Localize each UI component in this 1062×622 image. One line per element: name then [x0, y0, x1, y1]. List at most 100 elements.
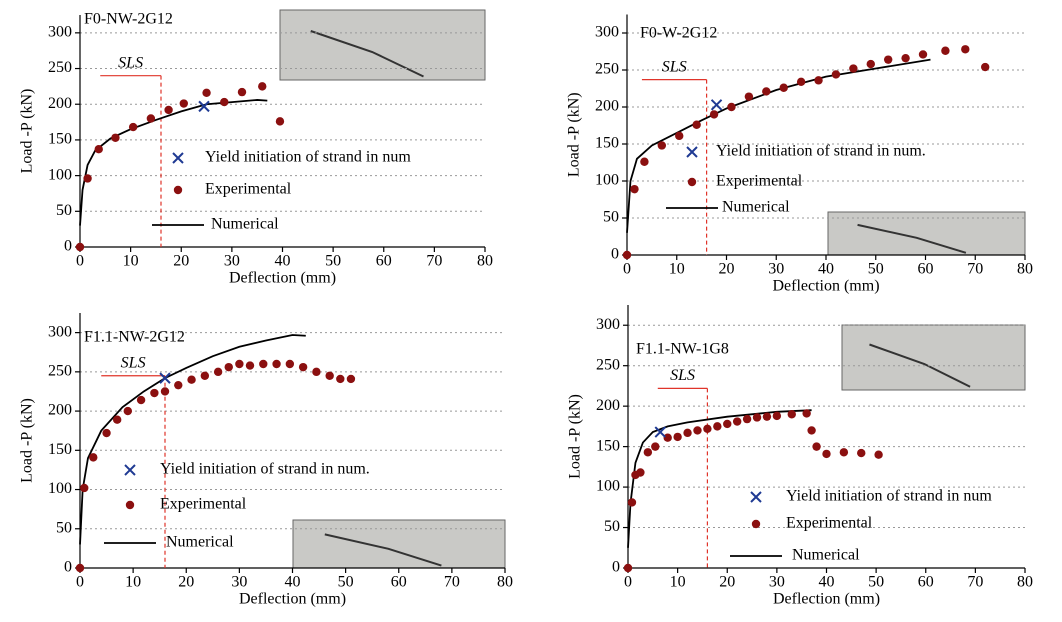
x-tick-label: 40 — [818, 261, 834, 278]
experimental-point — [285, 359, 295, 369]
experimental-point — [812, 442, 821, 451]
x-tick-label: 80 — [477, 253, 493, 270]
y-tick-label: 0 — [612, 559, 620, 576]
experimental-point — [259, 359, 268, 369]
y-tick-label: 50 — [56, 519, 72, 536]
experimental-point — [849, 64, 858, 73]
experimental-point — [657, 141, 667, 150]
experimental-point — [179, 99, 188, 108]
photo-inset — [279, 9, 486, 81]
legend-label: Numerical — [211, 216, 279, 233]
x-tick-label: 30 — [769, 574, 785, 591]
experimental-point — [623, 563, 633, 573]
legend-dot — [173, 185, 183, 195]
experimental-point — [75, 563, 85, 573]
x-tick-label: 50 — [338, 574, 354, 591]
experimental-point — [213, 367, 223, 377]
experimental-point — [346, 374, 356, 384]
experimental-point — [325, 371, 334, 380]
photo-crack — [324, 533, 442, 567]
legend-cross — [686, 146, 698, 158]
experimental-point — [123, 406, 133, 416]
x-tick-label: 30 — [224, 253, 240, 270]
y-tick-label: 0 — [64, 238, 72, 255]
sls-label: SLS — [121, 354, 146, 371]
legend-label: Numerical — [166, 534, 234, 551]
experimental-point — [312, 367, 321, 377]
x-tick-label: 10 — [669, 261, 685, 278]
experimental-point — [683, 428, 692, 438]
numerical-line — [626, 58, 931, 233]
x-tick-label: 30 — [231, 574, 247, 591]
experimental-point — [787, 410, 796, 419]
experimental-point — [727, 102, 736, 112]
y-axis-label: Load -P (kN) — [19, 398, 36, 483]
legend-cross — [172, 152, 184, 164]
x-tick-label: 40 — [819, 574, 835, 591]
experimental-point — [772, 411, 782, 421]
yield-marker — [710, 99, 723, 111]
experimental-point — [272, 359, 281, 369]
experimental-point — [918, 50, 928, 59]
legend-dot — [125, 500, 135, 510]
experimental-point — [901, 53, 910, 63]
experimental-point — [643, 448, 653, 457]
experimental-point — [237, 87, 247, 97]
x-tick-label: 80 — [497, 574, 513, 591]
x-tick-label: 0 — [76, 574, 84, 591]
legend-label: Yield initiation of strand in num — [205, 149, 411, 166]
x-tick-label: 40 — [275, 253, 291, 270]
x-tick-label: 60 — [918, 261, 934, 278]
y-tick-label: 100 — [48, 480, 72, 497]
x-tick-label: 20 — [173, 253, 189, 270]
experimental-point — [111, 133, 120, 142]
y-tick-label: 150 — [48, 131, 72, 148]
experimental-point — [298, 362, 308, 372]
y-tick-label: 50 — [604, 518, 620, 535]
experimental-point — [675, 131, 684, 141]
experimental-point — [128, 122, 138, 132]
x-tick-label: 0 — [76, 253, 84, 270]
experimental-point — [636, 468, 645, 477]
experimental-point — [814, 76, 823, 85]
photo-inset — [292, 519, 506, 569]
photo-inset — [827, 211, 1026, 256]
y-axis-label: Load -P (kN) — [19, 89, 36, 174]
y-tick-label: 200 — [48, 402, 72, 419]
y-tick-label: 100 — [595, 172, 619, 189]
y-tick-label: 300 — [48, 323, 72, 340]
x-tick-label: 80 — [1017, 261, 1033, 278]
x-tick-label: 20 — [719, 261, 735, 278]
legend-label: Yield initiation of strand in num. — [160, 461, 370, 478]
x-tick-label: 20 — [719, 574, 735, 591]
experimental-point — [102, 428, 111, 438]
sls-label: SLS — [118, 54, 143, 71]
photo-crack — [857, 223, 967, 254]
experimental-point — [802, 409, 811, 418]
experimental-point — [866, 59, 875, 69]
y-tick-label: 250 — [596, 356, 620, 373]
panel-title: F0-W-2G12 — [640, 25, 717, 42]
yield-marker — [654, 426, 666, 438]
experimental-point — [713, 422, 722, 431]
experimental-point — [622, 250, 632, 260]
yield-marker — [159, 372, 171, 384]
y-tick-label: 300 — [48, 24, 72, 41]
sls-label: SLS — [670, 367, 695, 384]
experimental-point — [732, 417, 742, 426]
legend-label: Numerical — [792, 547, 860, 564]
legend-dot — [751, 519, 761, 529]
x-tick-label: 0 — [623, 261, 631, 278]
legend-label: Experimental — [786, 515, 873, 532]
experimental-point — [762, 412, 772, 421]
x-tick-label: 70 — [967, 261, 983, 278]
legend-dot — [687, 177, 697, 187]
experimental-point — [160, 387, 170, 396]
x-tick-label: 10 — [125, 574, 141, 591]
experimental-point — [200, 371, 210, 380]
legend-label: Numerical — [722, 199, 790, 216]
experimental-point — [709, 110, 719, 119]
y-tick-label: 100 — [48, 166, 72, 183]
experimental-point — [744, 92, 754, 101]
photo-crack — [869, 343, 971, 388]
